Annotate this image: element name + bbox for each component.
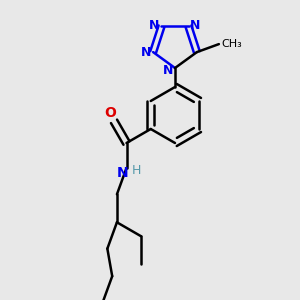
Text: N: N (117, 166, 128, 180)
Text: N: N (190, 19, 201, 32)
Text: H: H (132, 164, 141, 178)
Text: N: N (163, 64, 173, 76)
Text: N: N (141, 46, 151, 59)
Text: CH₃: CH₃ (221, 39, 242, 49)
Text: N: N (149, 19, 160, 32)
Text: O: O (104, 106, 116, 120)
